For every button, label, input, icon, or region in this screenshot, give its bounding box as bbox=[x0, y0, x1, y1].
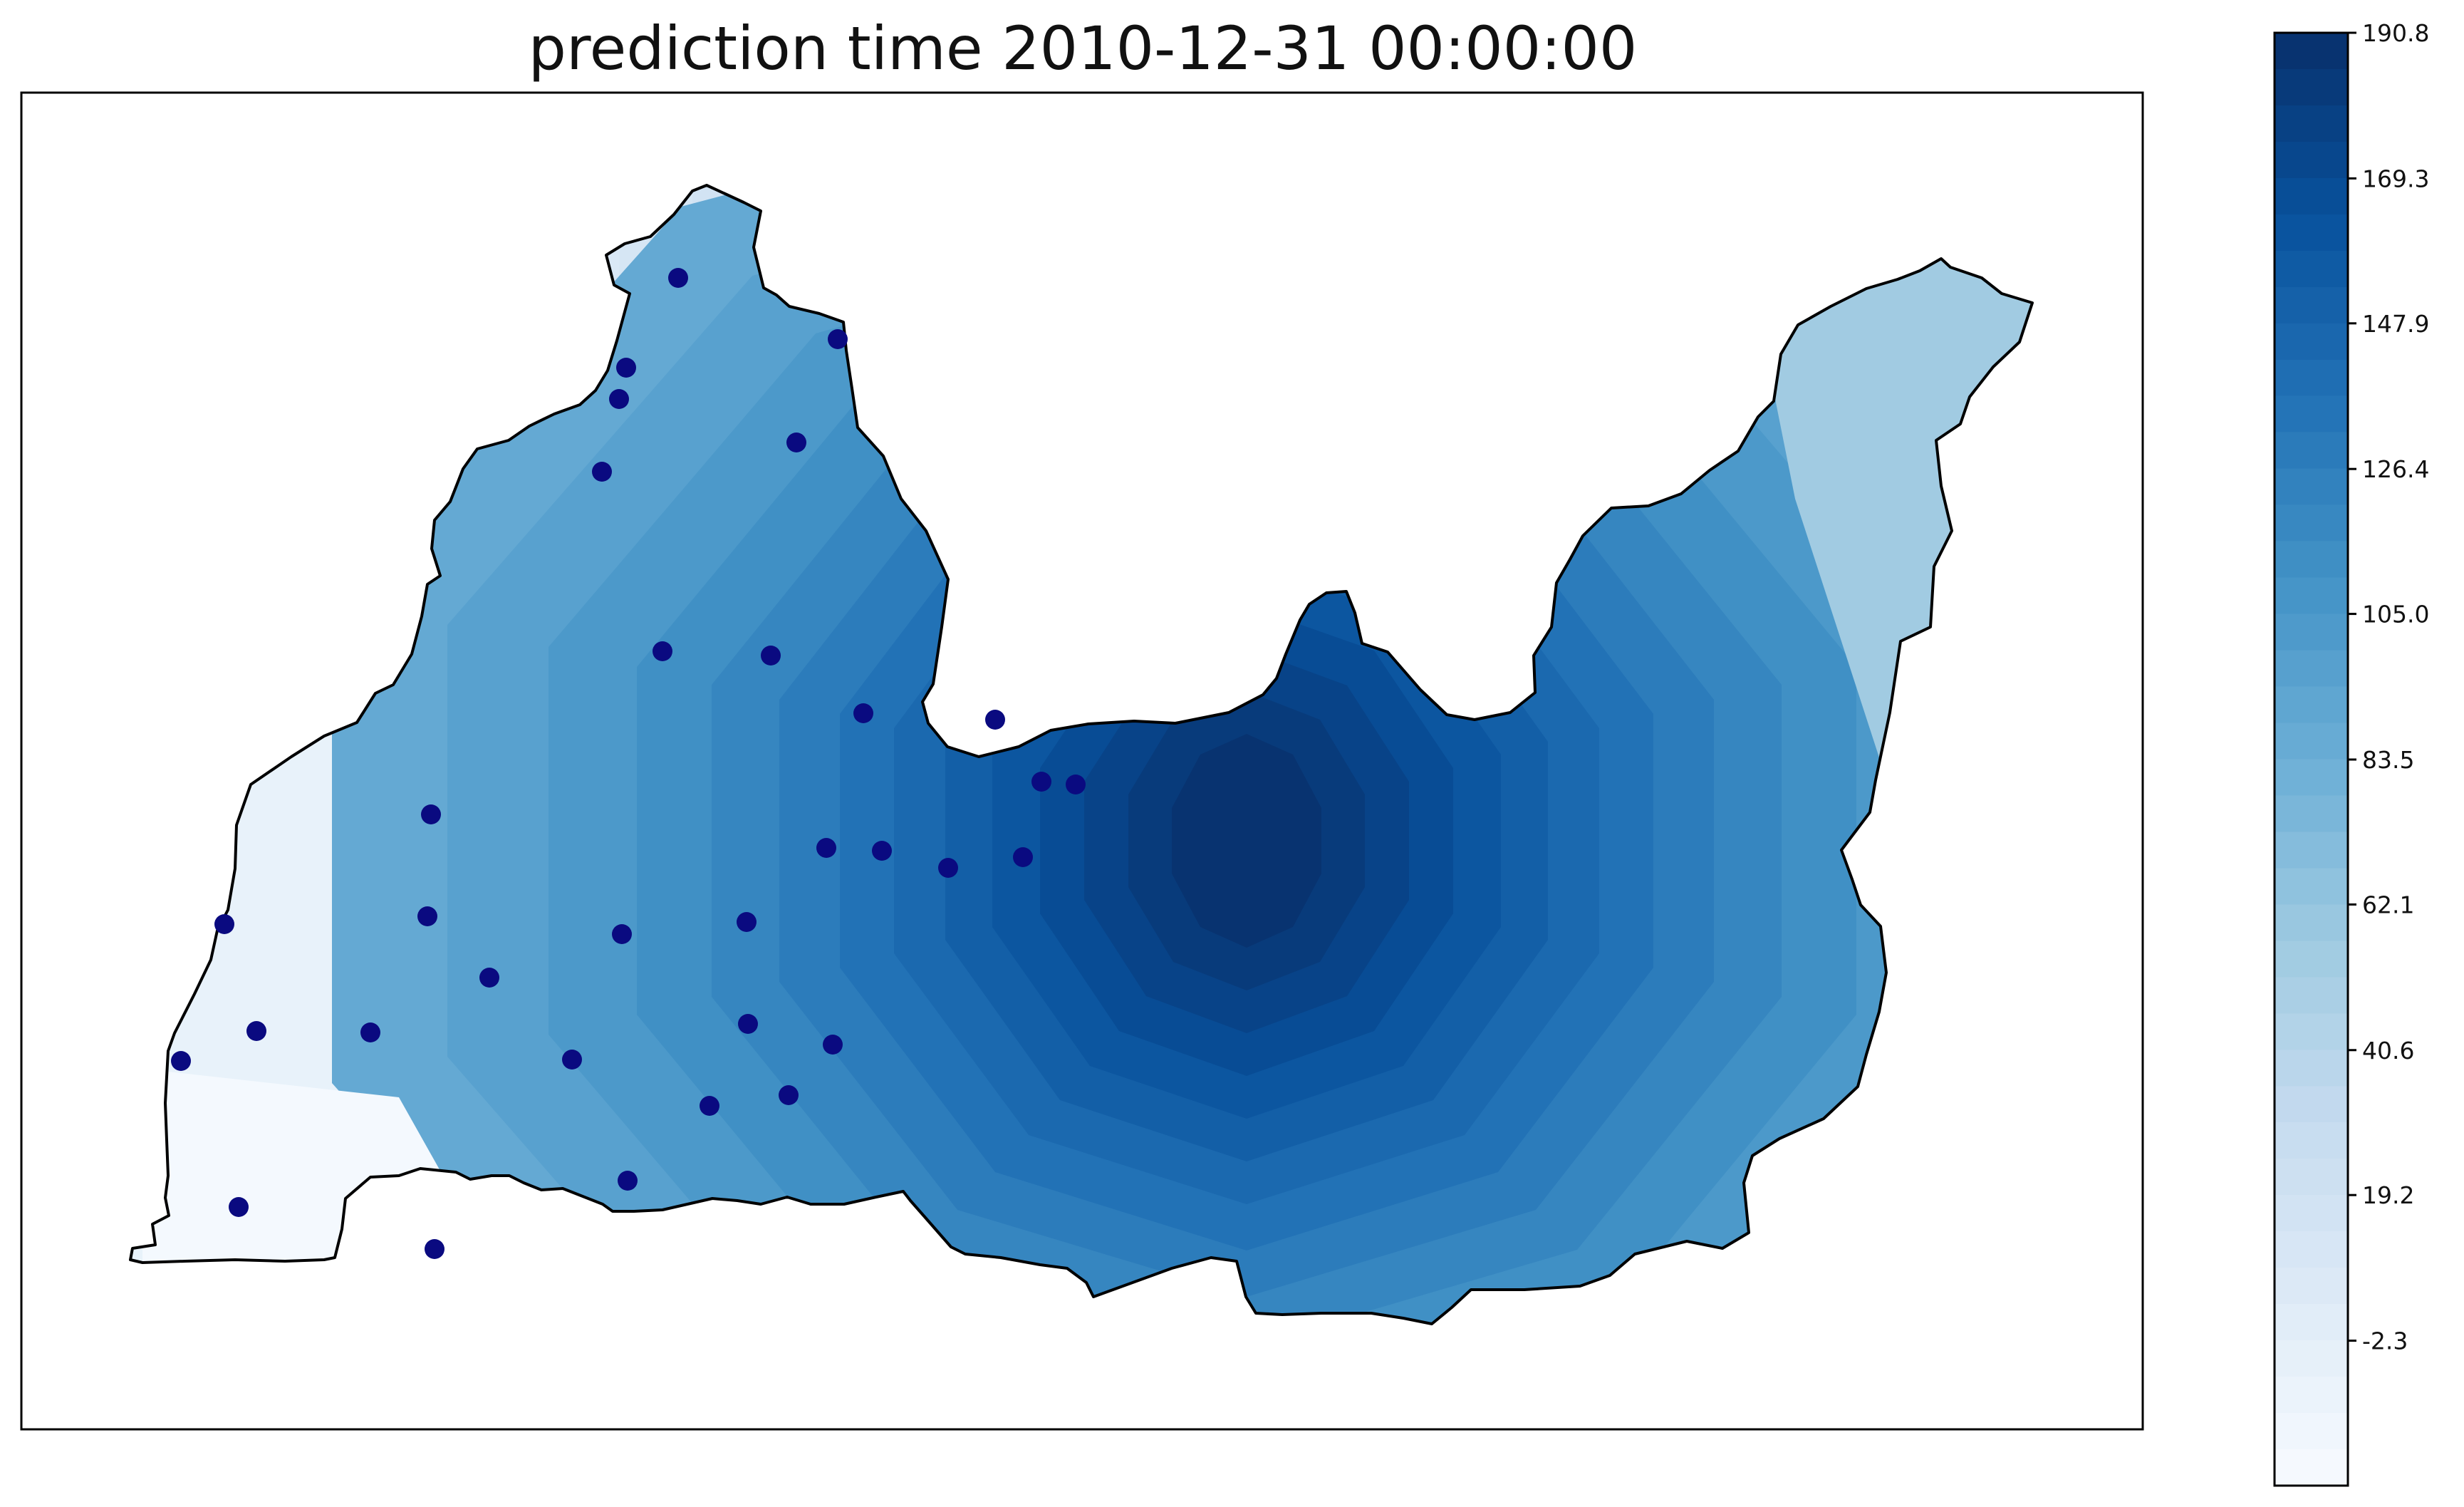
station-marker bbox=[786, 433, 806, 452]
colorbar-tick-label: 105.0 bbox=[2362, 601, 2429, 628]
station-marker bbox=[618, 1171, 638, 1191]
station-marker bbox=[779, 1085, 799, 1105]
station-marker bbox=[479, 968, 499, 988]
chart-title: prediction time 2010-12-31 00:00:00 bbox=[528, 14, 1638, 83]
colorbar: -2.3 19.2 40.6 62.1 83.5 105.0 126.4 147.9 169.3… bbox=[2273, 19, 2429, 1487]
station-marker bbox=[592, 462, 612, 482]
station-marker bbox=[761, 646, 781, 666]
station-marker bbox=[214, 914, 234, 934]
station-marker bbox=[938, 858, 958, 878]
station-marker bbox=[616, 358, 636, 378]
station-marker bbox=[562, 1050, 582, 1070]
station-marker bbox=[828, 329, 848, 349]
station-marker bbox=[1031, 772, 1051, 792]
colorbar-tick-label: 62.1 bbox=[2362, 891, 2414, 918]
station-marker bbox=[816, 838, 836, 858]
station-marker bbox=[668, 268, 688, 288]
station-marker bbox=[425, 1239, 445, 1259]
station-marker bbox=[700, 1096, 719, 1116]
colorbar-tick-label: 40.6 bbox=[2362, 1037, 2414, 1065]
station-marker bbox=[171, 1051, 191, 1071]
colorbar-tick-label: 83.5 bbox=[2362, 746, 2414, 774]
region-boundary bbox=[129, 184, 2034, 1325]
station-marker bbox=[612, 924, 632, 944]
colorbar-tick-label: 147.9 bbox=[2362, 310, 2429, 338]
colorbar-tick-label: 169.3 bbox=[2362, 165, 2429, 192]
colorbar-tick-label: 190.8 bbox=[2362, 19, 2429, 47]
station-marker bbox=[1066, 775, 1086, 794]
station-marker bbox=[738, 1014, 758, 1034]
colorbar-tick-label: 126.4 bbox=[2362, 455, 2429, 483]
colorbar-bands bbox=[2275, 33, 2348, 1486]
station-marker bbox=[421, 804, 441, 824]
station-marker bbox=[737, 912, 757, 932]
station-marker bbox=[653, 641, 672, 661]
station-marker bbox=[872, 841, 892, 861]
station-marker bbox=[360, 1022, 380, 1042]
station-marker bbox=[609, 389, 629, 409]
station-marker bbox=[823, 1035, 843, 1055]
station-markers bbox=[171, 268, 1086, 1259]
station-marker bbox=[246, 1021, 266, 1041]
contour-band bbox=[1172, 734, 1321, 948]
colorbar-tick-label: -2.3 bbox=[2362, 1327, 2408, 1355]
station-marker bbox=[1013, 847, 1033, 867]
station-marker bbox=[417, 906, 437, 926]
colorbar-tick-label: 19.2 bbox=[2362, 1181, 2414, 1209]
station-marker bbox=[985, 710, 1005, 730]
station-marker bbox=[853, 703, 873, 723]
station-marker bbox=[229, 1197, 249, 1217]
